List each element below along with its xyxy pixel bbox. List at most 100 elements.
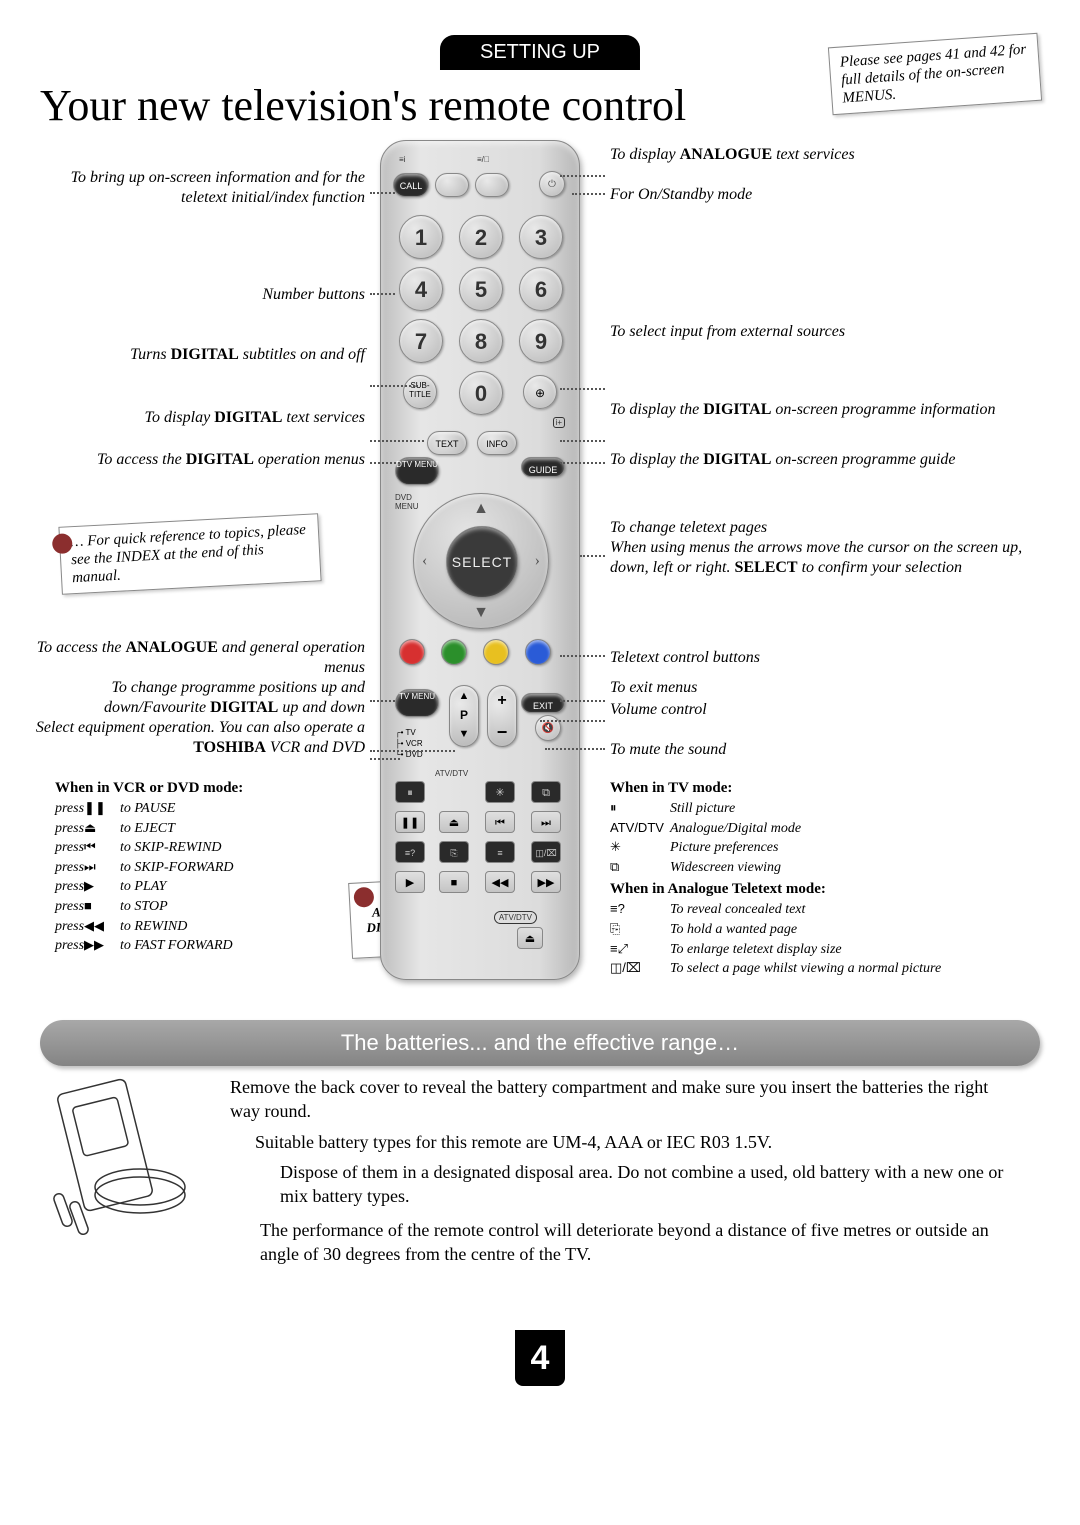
color-blue-button (525, 639, 551, 665)
icon-label: ≡/⃝ (477, 155, 490, 164)
select-label: SELECT (452, 554, 512, 570)
callout-leader-line (370, 440, 424, 442)
mode-box-row: ✳Picture preferences (610, 838, 1040, 858)
color-green-button (441, 639, 467, 665)
mode-box-row: press ❚❚ to PAUSE (55, 799, 355, 819)
mode-box-row: ⧉Widescreen viewing (610, 858, 1040, 878)
arrow-up-icon: ▲ (473, 500, 489, 518)
callout-leader-line (370, 750, 455, 752)
color-yellow-button (483, 639, 509, 665)
callout-leader-line (560, 175, 605, 177)
mode-box-header: When in TV mode: (610, 778, 1040, 799)
atv-dtv-label: ATV/DTV (435, 769, 468, 778)
mode-box-row: press ⏭ to SKIP-FORWARD (55, 858, 355, 878)
mode-box-row: ⏸Still picture (610, 799, 1040, 819)
atv-dtv-small-label: ATV/DTV (494, 911, 537, 924)
num-0: 0 (459, 371, 503, 415)
mode-box-row: press ▶▶ to FAST FORWARD (55, 936, 355, 956)
mode-switch-labels: ┌• TV ├• VCR └• DVD (395, 727, 423, 761)
mute-button: 🔇 (535, 715, 561, 741)
dvd-menu-label: DVD MENU (395, 493, 419, 511)
p-label: P (450, 708, 478, 722)
mode-box-header: When in Analogue Teletext mode: (610, 879, 1040, 900)
batteries-p4: The performance of the remote control wi… (260, 1218, 1020, 1267)
num-7: 7 (399, 319, 443, 363)
callout-leader-line (560, 462, 605, 464)
mode-box-row: press ■ to STOP (55, 897, 355, 917)
callout-left: Turns DIGITAL subtitles on and off (35, 345, 365, 365)
num-1: 1 (399, 215, 443, 259)
text-button: TEXT (427, 431, 467, 455)
still-picture-button: ⏸ (395, 781, 425, 803)
call-button: CALL (393, 173, 429, 197)
batteries-p2: Suitable battery types for this remote a… (255, 1130, 1020, 1154)
callout-leader-line (572, 193, 605, 195)
picture-pref-button: ✳ (485, 781, 515, 803)
callout-leader-line (580, 555, 605, 557)
sticky-note-index: … For quick reference to topics, please … (58, 513, 321, 595)
num-6: 6 (519, 267, 563, 311)
batteries-header: The batteries... and the effective range… (40, 1020, 1040, 1066)
callout-right: Volume control (610, 700, 1040, 720)
mode-box-row: ATV/DTVAnalogue/Digital mode (610, 819, 1040, 839)
page-select-button: ◫/⌧ (531, 841, 561, 863)
pause-button: ❚❚ (395, 811, 425, 833)
mode-box-row: ≡?To reveal concealed text (610, 900, 1040, 920)
callout-right: To mute the sound (610, 740, 1040, 760)
plus-icon: + (488, 692, 516, 710)
sticky-note-text: Please see pages 41 and 42 for full deta… (839, 42, 1026, 107)
top-button (475, 173, 509, 197)
info-badge-icon: i+ (553, 417, 565, 428)
batteries-p3: Dispose of them in a designated disposal… (280, 1160, 1020, 1209)
pointer-dot-icon (52, 533, 73, 554)
mode-box-row: ≡⤢To enlarge teletext display size (610, 940, 1040, 960)
exit-button: EXIT (521, 693, 565, 713)
arrow-right-icon: › (535, 552, 540, 570)
callout-right: To exit menus (610, 678, 1040, 698)
page-number: 4 (515, 1330, 565, 1386)
select-button: SELECT (446, 526, 518, 598)
section-tab: SETTING UP (440, 35, 640, 70)
num-3: 3 (519, 215, 563, 259)
mode-box-row: press ⏏ to EJECT (55, 819, 355, 839)
sticky-note-text: … For quick reference to topics, please … (70, 522, 306, 586)
callout-left: Select equipment operation. You can also… (35, 718, 365, 758)
callout-right: To display the DIGITAL on-screen program… (610, 400, 1040, 420)
callout-leader-line (560, 655, 605, 657)
mode-box-row: press ⏮ to SKIP-REWIND (55, 838, 355, 858)
num-9: 9 (519, 319, 563, 363)
callout-leader-line (545, 748, 605, 750)
callout-leader-line (370, 385, 418, 387)
callout-right: To display ANALOGUE text services (610, 145, 1040, 165)
volume-rocker: + − (487, 685, 517, 747)
stop-button: ■ (439, 871, 469, 893)
mode-box-row: press ◀◀ to REWIND (55, 917, 355, 937)
callout-leader-line (370, 462, 400, 464)
subtitle-button: SUB- TITLE (403, 375, 437, 409)
vcr-dvd-mode-box: When in VCR or DVD mode: press ❚❚ to PAU… (55, 778, 355, 956)
nav-ring: ▲ ▼ ‹ › SELECT (413, 493, 549, 629)
eject-button: ⏏ (439, 811, 469, 833)
callout-leader-line (560, 388, 605, 390)
play-button: ▶ (395, 871, 425, 893)
num-4: 4 (399, 267, 443, 311)
hold-button: ⎘ (439, 841, 469, 863)
widescreen-button: ⧉ (531, 781, 561, 803)
batteries-p1: Remove the back cover to reveal the batt… (230, 1075, 1020, 1124)
arrow-down-icon: ▼ (450, 728, 478, 740)
callout-leader-line (370, 700, 395, 702)
fast-forward-button: ▶▶ (531, 871, 561, 893)
arrow-up-icon: ▲ (450, 690, 478, 702)
source-button: ⊕ (523, 375, 557, 409)
callout-right: For On/Standby mode (610, 185, 1040, 205)
num-8: 8 (459, 319, 503, 363)
tv-menu-button: TV MENU (395, 689, 439, 717)
mode-box-row: press ▶ to PLAY (55, 877, 355, 897)
callout-right: To display the DIGITAL on-screen program… (610, 450, 1040, 470)
callout-left: To access the ANALOGUE and general opera… (35, 638, 365, 678)
callout-right: To change teletext pagesWhen using menus… (610, 518, 1040, 578)
dtv-menu-button: DTV MENU (395, 457, 439, 485)
callout-left: To display DIGITAL text services (35, 408, 365, 428)
arrow-left-icon: ‹ (422, 552, 427, 570)
num-2: 2 (459, 215, 503, 259)
